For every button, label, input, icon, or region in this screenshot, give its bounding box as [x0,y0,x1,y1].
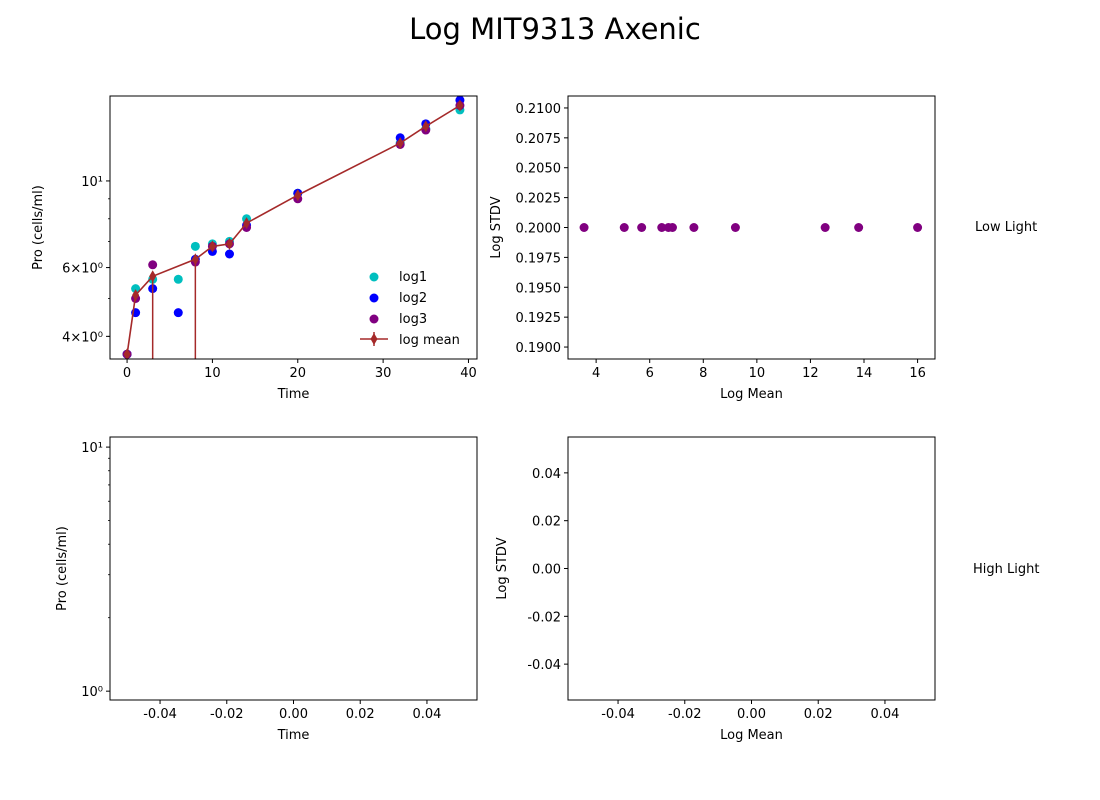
y-tick-label: 0.1975 [516,251,562,266]
mean-marker [225,237,233,250]
x-tick-label: 0.02 [804,707,833,722]
x-axis-label: Log Mean [720,387,783,402]
y-tick-label: 0.2100 [516,102,562,117]
x-tick-label: 10 [749,366,766,381]
x-tick-label: 10 [204,366,221,381]
axes-frame [567,95,936,360]
y-axis-label: Log STDV [489,196,504,258]
data-point [820,223,830,232]
y-tick-label: 10⁰ [81,685,103,700]
mean-marker [396,137,404,150]
data-point [173,308,183,318]
legend: log1 log2 log3 log mean [360,270,460,348]
mean-marker [294,189,302,202]
legend-label: log1 [399,270,427,285]
y-tick-label: 0.1900 [516,341,562,356]
data-point [730,223,740,232]
y-tick-label: 4×10⁰ [62,330,103,345]
data-point [579,223,589,232]
mean-marker [208,240,216,253]
y-tick-label: 0.1925 [516,311,562,326]
y-tick-label: 0.2075 [516,132,562,147]
y-tick-label: 0.00 [532,563,561,578]
y-tick-label: 0.04 [532,467,561,482]
data-point [637,223,647,232]
panel-low-light-growth: 0 10 20 30 40 4×10⁰ 6×10⁰ 10¹ Time Pro (cells/ml)… [31,95,478,402]
y-axis-label: Pro (cells/ml) [31,185,46,270]
data-point [657,223,667,232]
data-point [224,249,234,259]
data-point [667,223,677,232]
mean-marker [123,348,131,359]
mean-marker [456,99,464,112]
x-tick-label: -0.04 [143,707,177,722]
panel-high-light-stdv: -0.04 -0.02 0.00 0.02 0.04 -0.04 -0.02 0.00 0.02… [495,436,936,743]
x-axis-label: Time [277,387,310,402]
data-point [913,223,923,232]
x-tick-label: 14 [856,366,873,381]
x-tick-label: 0.00 [737,707,766,722]
mean-marker [132,289,140,302]
x-tick-label: 0.02 [346,707,375,722]
x-tick-label: 0.00 [279,707,308,722]
row-label-low-light: Low Light [975,220,1037,235]
y-axis-label: Log STDV [495,537,510,599]
data-point [131,284,141,294]
mean-marker [243,217,251,230]
data-point [689,223,699,232]
x-tick-label: -0.04 [601,707,635,722]
panel-high-light-growth: -0.04 -0.02 0.00 0.02 0.04 10⁰ 10¹ Time Pro (cel… [55,436,478,743]
x-tick-label: 0 [123,366,131,381]
y-tick-label: -0.02 [527,610,561,625]
legend-marker [369,293,379,303]
plot-area [122,96,465,359]
y-tick-label: 10¹ [81,175,103,190]
panel-low-light-stdv: 4 6 8 10 12 14 16 0.1900 0.1925 0.1950 0.1975 0.200… [489,95,936,402]
legend-label: log2 [399,291,427,306]
y-axis-label: Pro (cells/ml) [55,526,70,611]
y-tick-label: 0.2000 [516,222,562,237]
x-tick-label: 30 [375,366,392,381]
x-tick-label: 8 [699,366,707,381]
legend-label: log3 [399,312,427,327]
y-tick-label: 0.1950 [516,281,562,296]
x-tick-label: 0.04 [412,707,441,722]
x-tick-label: 40 [460,366,477,381]
plot-area [579,223,923,232]
x-tick-label: 20 [289,366,306,381]
axes-frame [567,436,936,701]
figure-title: Log MIT9313 Axenic [409,12,701,46]
y-tick-label: 6×10⁰ [62,262,103,277]
row-label-high-light: High Light [973,562,1039,577]
x-tick-label: 4 [592,366,600,381]
x-axis-label: Time [277,728,310,743]
data-point [173,274,183,284]
y-tick-label: 0.2025 [516,192,562,207]
legend-marker [369,314,379,324]
x-tick-label: 12 [802,366,819,381]
data-point [190,241,200,251]
legend-marker [370,333,378,345]
y-tick-label: 10¹ [81,441,103,456]
data-point [619,223,629,232]
axes-frame [109,436,478,701]
legend-label: log mean [399,333,460,348]
y-tick-label: 0.02 [532,515,561,530]
y-tick-label: -0.04 [527,658,561,673]
x-tick-label: 16 [909,366,926,381]
x-tick-label: -0.02 [210,707,244,722]
x-axis-label: Log Mean [720,728,783,743]
data-point [148,260,158,270]
y-tick-label: 0.2050 [516,162,562,177]
x-tick-label: 0.04 [870,707,899,722]
x-tick-label: 6 [646,366,654,381]
x-tick-label: -0.02 [668,707,702,722]
mean-marker [149,270,157,283]
mean-marker [422,120,430,133]
data-point [854,223,864,232]
mean-marker [191,253,199,266]
legend-marker [369,272,379,282]
axes-frame [109,95,478,360]
